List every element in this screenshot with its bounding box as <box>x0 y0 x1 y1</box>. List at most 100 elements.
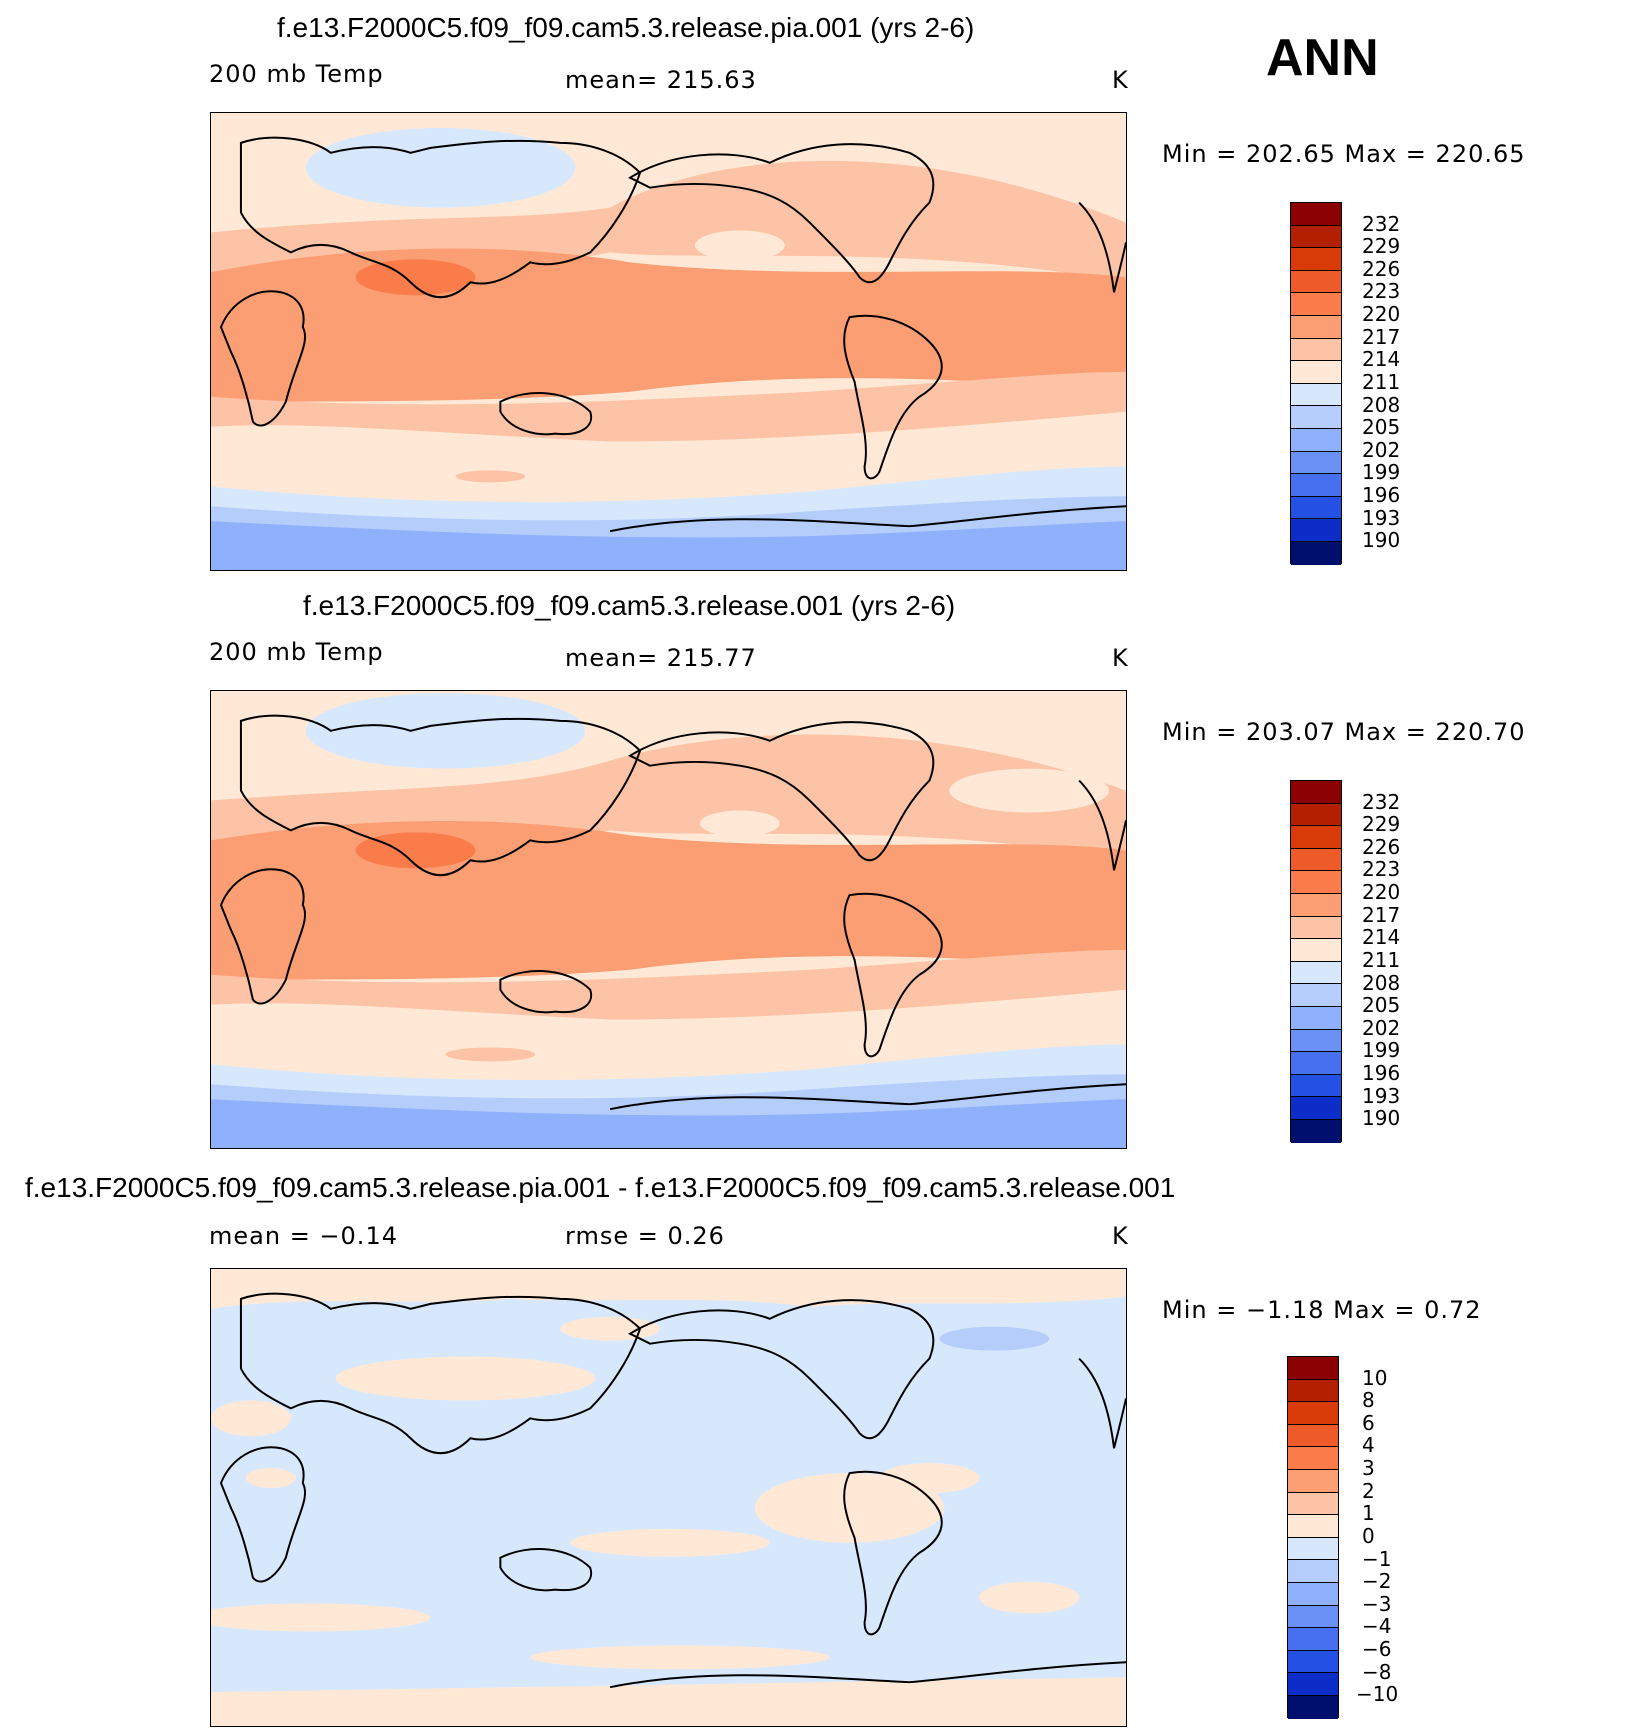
colorbar-tick: 214 <box>1362 347 1401 371</box>
colorbar-tick: −1 <box>1362 1547 1392 1571</box>
colorbar-swatch <box>1291 781 1341 804</box>
colorbar-swatch <box>1288 1515 1338 1538</box>
colorbar-swatch <box>1291 1029 1341 1053</box>
colorbar-tick: 205 <box>1362 415 1401 439</box>
colorbar-tick: −8 <box>1362 1660 1392 1684</box>
panel-2-map <box>210 690 1127 1149</box>
colorbar-swatch <box>1288 1357 1338 1380</box>
panel-1-variable-label: 200 mb Temp <box>209 60 384 88</box>
panel-1-mean-label: mean= 215.63 <box>565 66 757 94</box>
colorbar-swatch <box>1291 383 1341 407</box>
panel-2-mean-label: mean= 215.77 <box>565 644 757 672</box>
colorbar-swatch <box>1291 939 1341 962</box>
colorbar-tick: 4 <box>1362 1433 1375 1457</box>
colorbar-swatch <box>1288 1605 1338 1629</box>
colorbar-swatch <box>1291 428 1341 452</box>
colorbar-swatch <box>1288 1695 1338 1719</box>
colorbar-tick: 232 <box>1362 790 1401 814</box>
season-label: ANN <box>1266 29 1379 87</box>
colorbar-swatch <box>1291 406 1341 429</box>
colorbar-swatch <box>1288 1379 1338 1403</box>
colorbar-tick: 211 <box>1362 948 1401 972</box>
colorbar-swatch <box>1291 1119 1341 1143</box>
panel-2-units: K <box>1112 644 1129 672</box>
colorbar-swatch <box>1291 871 1341 894</box>
panel-3-minmax: Min = −1.18 Max = 0.72 <box>1162 1296 1482 1324</box>
colorbar-swatch <box>1288 1560 1338 1583</box>
colorbar-tick: 217 <box>1362 903 1401 927</box>
colorbar-tick: 2 <box>1362 1479 1375 1503</box>
colorbar-tick: 202 <box>1362 438 1401 462</box>
colorbar-swatch <box>1291 315 1341 339</box>
colorbar-swatch <box>1288 1628 1338 1651</box>
colorbar-tick: 6 <box>1362 1411 1375 1435</box>
colorbar-tick: 193 <box>1362 1084 1401 1108</box>
colorbar-swatch <box>1288 1537 1338 1561</box>
colorbar-tick: 10 <box>1362 1366 1388 1390</box>
panel-2-variable-label: 200 mb Temp <box>209 638 384 666</box>
panel-2-map-field <box>211 691 1126 1148</box>
colorbar-tick: 208 <box>1362 393 1401 417</box>
colorbar-swatch <box>1288 1650 1338 1674</box>
panel-3-colorbar <box>1287 1356 1339 1719</box>
colorbar-tick: 229 <box>1362 234 1401 258</box>
panel-3-units: K <box>1112 1222 1129 1250</box>
colorbar-tick: −6 <box>1362 1637 1392 1661</box>
colorbar-tick: −10 <box>1356 1682 1399 1706</box>
colorbar-swatch <box>1291 1006 1341 1030</box>
panel-1-map-field <box>211 113 1126 570</box>
colorbar-swatch <box>1291 541 1341 565</box>
colorbar-swatch <box>1288 1492 1338 1516</box>
colorbar-tick: 226 <box>1362 835 1401 859</box>
colorbar-swatch <box>1288 1402 1338 1425</box>
colorbar-swatch <box>1291 826 1341 849</box>
colorbar-tick: −2 <box>1362 1569 1392 1593</box>
colorbar-tick: −3 <box>1362 1592 1392 1616</box>
colorbar-tick: 196 <box>1362 1061 1401 1085</box>
colorbar-swatch <box>1291 916 1341 940</box>
colorbar-tick: 1 <box>1362 1501 1375 1525</box>
colorbar-swatch <box>1291 203 1341 226</box>
colorbar-swatch <box>1291 848 1341 872</box>
colorbar-swatch <box>1291 474 1341 497</box>
panel-2-colorbar <box>1290 780 1342 1143</box>
colorbar-tick: −4 <box>1362 1614 1392 1638</box>
colorbar-swatch <box>1291 496 1341 520</box>
colorbar-swatch <box>1291 961 1341 985</box>
colorbar-swatch <box>1288 1469 1338 1493</box>
colorbar-tick: 190 <box>1362 528 1401 552</box>
colorbar-tick: 229 <box>1362 812 1401 836</box>
colorbar-swatch <box>1288 1582 1338 1606</box>
colorbar-tick: 190 <box>1362 1106 1401 1130</box>
colorbar-swatch <box>1291 1097 1341 1120</box>
panel-3-map-field <box>211 1269 1126 1726</box>
panel-1-title: f.e13.F2000C5.f09_f09.cam5.3.release.pia… <box>277 12 975 43</box>
colorbar-swatch <box>1291 270 1341 294</box>
colorbar-tick: 223 <box>1362 279 1401 303</box>
colorbar-tick: 217 <box>1362 325 1401 349</box>
colorbar-tick: 199 <box>1362 1038 1401 1062</box>
colorbar-swatch <box>1291 519 1341 542</box>
panel-1-colorbar <box>1290 202 1342 565</box>
colorbar-tick: 205 <box>1362 993 1401 1017</box>
colorbar-tick: 223 <box>1362 857 1401 881</box>
colorbar-swatch <box>1291 1052 1341 1075</box>
panel-3-title: f.e13.F2000C5.f09_f09.cam5.3.release.pia… <box>25 1172 1176 1203</box>
colorbar-tick: 3 <box>1362 1456 1375 1480</box>
colorbar-tick: 220 <box>1362 302 1401 326</box>
colorbar-tick: 208 <box>1362 971 1401 995</box>
colorbar-swatch <box>1291 248 1341 271</box>
panel-3-map <box>210 1268 1127 1727</box>
colorbar-tick: 199 <box>1362 460 1401 484</box>
colorbar-swatch <box>1291 225 1341 249</box>
colorbar-tick: 193 <box>1362 506 1401 530</box>
colorbar-tick: 0 <box>1362 1524 1375 1548</box>
colorbar-swatch <box>1288 1447 1338 1470</box>
panel-1-minmax: Min = 202.65 Max = 220.65 <box>1162 140 1526 168</box>
panel-3-rmse-label: rmse = 0.26 <box>565 1222 725 1250</box>
panel-3-mean-label: mean = −0.14 <box>209 1222 398 1250</box>
colorbar-swatch <box>1288 1673 1338 1696</box>
colorbar-tick: 232 <box>1362 212 1401 236</box>
colorbar-tick: 214 <box>1362 925 1401 949</box>
colorbar-tick: 220 <box>1362 880 1401 904</box>
